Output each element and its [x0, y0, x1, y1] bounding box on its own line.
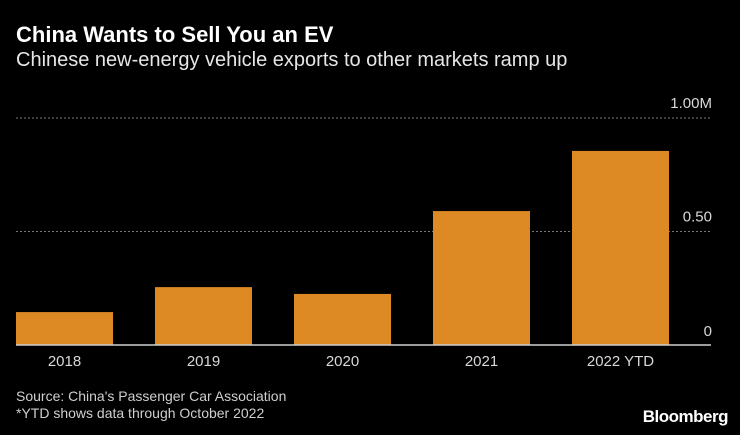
x-tick-label: 2018: [48, 353, 81, 370]
bar: [16, 312, 113, 345]
x-tick-label: 2019: [187, 353, 220, 370]
y-tick-label: 1.00M: [670, 95, 712, 112]
bar: [572, 150, 669, 345]
chart-title: China Wants to Sell You an EV: [16, 22, 334, 47]
x-tick-label: 2021: [465, 353, 498, 370]
bloomberg-logo: Bloomberg: [642, 407, 729, 426]
bar: [433, 211, 530, 345]
y-tick-label: 0.50: [683, 209, 712, 226]
x-tick-label: 2020: [326, 353, 359, 370]
source-note: Source: China's Passenger Car Associatio…: [16, 388, 287, 404]
y-tick-label: 0: [704, 323, 712, 340]
ytd-note: *YTD shows data through October 2022: [16, 405, 265, 421]
bar: [155, 287, 252, 345]
bar: [294, 293, 391, 345]
x-tick-label: 2022 YTD: [587, 353, 654, 370]
chart-subtitle: Chinese new-energy vehicle exports to ot…: [16, 49, 568, 71]
